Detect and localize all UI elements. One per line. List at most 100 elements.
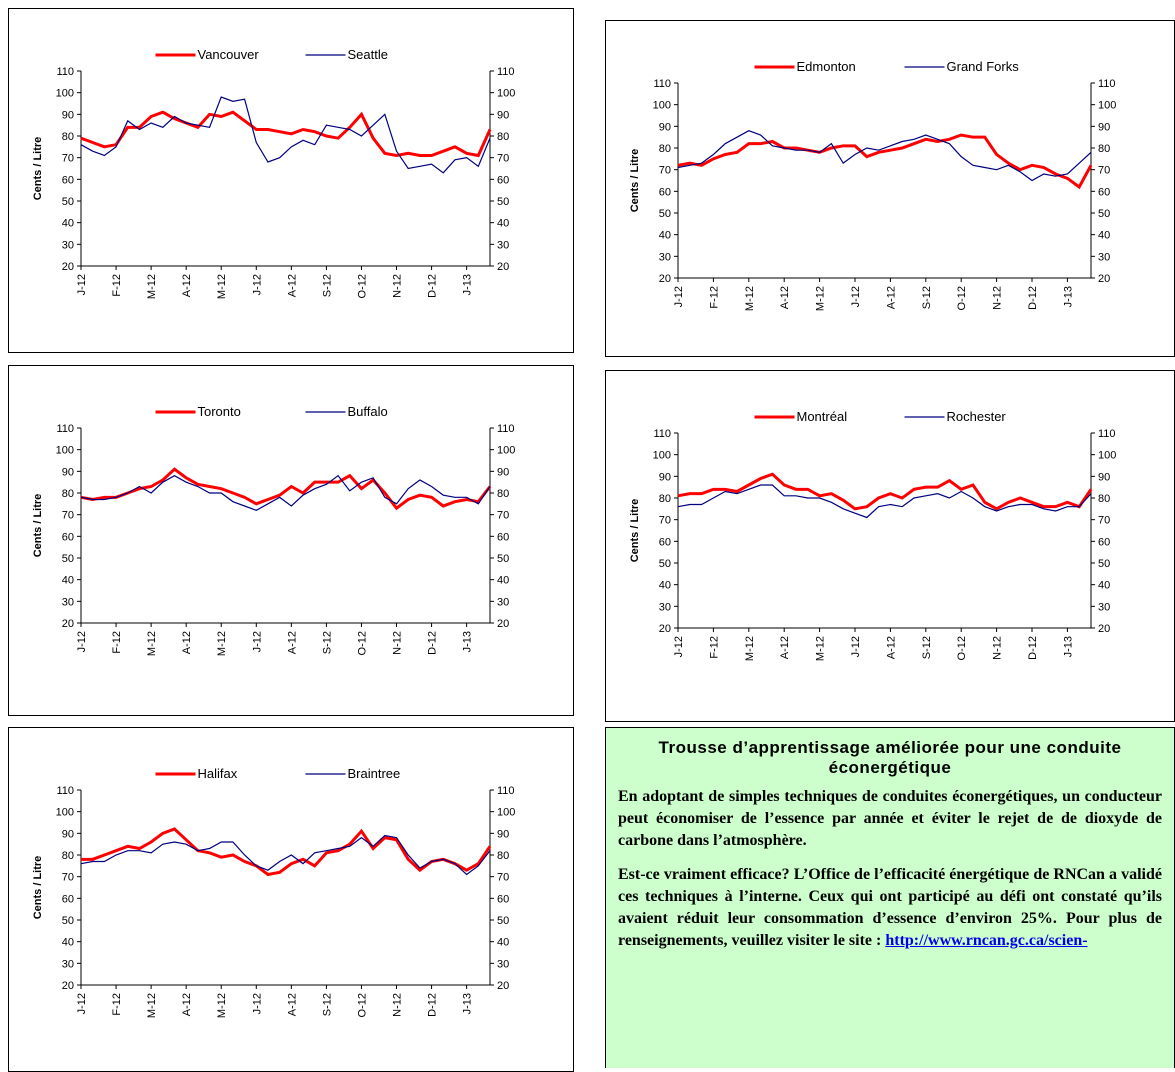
y2-tick-label: 30: [497, 958, 509, 970]
chart-panel: 20 30 40 50 60 70 80 90 100 110 20 30 40 50 60 70 80 90 10…: [8, 727, 574, 1072]
x-tick-label: A-12: [779, 286, 791, 309]
y2-tick-label: 20: [497, 618, 509, 630]
y-tick-label: 30: [62, 239, 74, 251]
y-tick-label: 80: [62, 131, 74, 143]
y2-tick-label: 50: [1098, 558, 1110, 570]
x-tick-label: M-12: [216, 993, 228, 1018]
x-tick-label: S-12: [921, 286, 933, 309]
y2-tick-label: 110: [1098, 428, 1116, 440]
y-tick-label: 100: [56, 88, 74, 100]
y2-tick-label: 80: [497, 850, 509, 862]
y2-tick-label: 60: [497, 531, 509, 543]
x-tick-label: N-12: [392, 993, 404, 1017]
y-axis-label: Cents / Litre: [629, 149, 641, 213]
y-tick-label: 40: [659, 230, 671, 242]
y-tick-label: 20: [659, 623, 671, 635]
x-tick-label: A-12: [181, 274, 193, 297]
y2-tick-label: 40: [497, 218, 509, 230]
y2-tick-label: 100: [497, 445, 515, 457]
y2-tick-label: 50: [497, 915, 509, 927]
x-tick-label: J-12: [251, 993, 263, 1014]
x-tick-label: A-12: [286, 993, 298, 1016]
y-tick-label: 90: [659, 471, 671, 483]
x-tick-label: M-12: [744, 286, 756, 311]
y-tick-label: 60: [659, 186, 671, 198]
y-tick-label: 90: [62, 466, 74, 478]
y2-tick-label: 90: [1098, 121, 1110, 133]
y-tick-label: 70: [659, 515, 671, 527]
legend-label: Seattle: [348, 47, 388, 62]
y2-tick-label: 100: [497, 88, 515, 100]
y2-tick-label: 60: [1098, 536, 1110, 548]
x-tick-label: O-12: [956, 636, 968, 660]
y2-tick-label: 20: [497, 261, 509, 273]
x-tick-label: N-12: [992, 636, 1004, 660]
x-tick-label: M-12: [146, 274, 158, 299]
x-tick-label: S-12: [321, 274, 333, 297]
y-tick-label: 110: [56, 785, 74, 797]
y-tick-label: 80: [62, 850, 74, 862]
info-link[interactable]: http://www.rncan.gc.ca/scien-: [885, 932, 1088, 949]
x-tick-label: J-13: [462, 993, 474, 1014]
y-tick-label: 40: [62, 575, 74, 587]
y-tick-label: 40: [62, 218, 74, 230]
x-tick-label: A-12: [181, 631, 193, 654]
legend-label: Braintree: [348, 766, 401, 781]
x-tick-label: M-12: [815, 286, 827, 311]
x-tick-label: D-12: [1027, 286, 1039, 310]
y2-tick-label: 20: [497, 980, 509, 992]
y-tick-label: 60: [62, 531, 74, 543]
legend-label: Edmonton: [797, 59, 856, 74]
y-tick-label: 70: [62, 153, 74, 165]
x-tick-label: F-12: [708, 636, 720, 659]
x-tick-label: M-12: [146, 631, 158, 656]
y2-tick-label: 70: [497, 872, 509, 884]
y2-tick-label: 20: [1098, 273, 1110, 285]
x-tick-label: J-12: [850, 286, 862, 307]
y2-tick-label: 30: [497, 596, 509, 608]
y2-tick-label: 90: [497, 466, 509, 478]
y2-tick-label: 110: [497, 66, 515, 78]
y-tick-label: 40: [62, 937, 74, 949]
y2-tick-label: 40: [497, 937, 509, 949]
x-tick-label: A-12: [779, 636, 791, 659]
y2-tick-label: 40: [1098, 580, 1110, 592]
y2-tick-label: 110: [1098, 78, 1116, 90]
legend-label: Rochester: [947, 409, 1007, 424]
y2-tick-label: 60: [497, 893, 509, 905]
legend-label: Buffalo: [348, 404, 388, 419]
x-tick-label: M-12: [815, 636, 827, 661]
y2-tick-label: 30: [497, 239, 509, 251]
series-line: [677, 484, 1092, 519]
x-tick-label: M-12: [216, 631, 228, 656]
x-tick-label: A-12: [286, 631, 298, 654]
x-tick-label: D-12: [427, 274, 439, 298]
y-tick-label: 50: [62, 196, 74, 208]
x-tick-label: J-12: [673, 286, 685, 307]
y2-tick-label: 60: [1098, 186, 1110, 198]
y2-tick-label: 110: [497, 785, 515, 797]
y-tick-label: 110: [653, 428, 671, 440]
y2-tick-label: 70: [497, 153, 509, 165]
y2-tick-label: 70: [1098, 515, 1110, 527]
y-tick-label: 20: [62, 261, 74, 273]
series-line: [677, 130, 1092, 182]
y2-tick-label: 90: [497, 828, 509, 840]
y-tick-label: 80: [659, 493, 671, 505]
y-tick-label: 20: [62, 980, 74, 992]
series-line: [80, 474, 491, 511]
y-tick-label: 90: [62, 828, 74, 840]
y-axis-label: Cents / Litre: [32, 137, 44, 201]
y-tick-label: 20: [62, 618, 74, 630]
info-paragraph: Est-ce vraiment efficace? L’Office de l’…: [618, 864, 1162, 952]
y-tick-label: 20: [659, 273, 671, 285]
x-tick-label: M-12: [216, 274, 228, 299]
chart-panel: 20 30 40 50 60 70 80 90 100 110 20 30 40 50 60 70 80 90 10…: [8, 365, 574, 716]
series-line: [80, 467, 492, 511]
x-tick-label: F-12: [708, 286, 720, 309]
chart-panel: 20 30 40 50 60 70 80 90 100 110 20 30 40 50 60 70 80 90 10…: [605, 370, 1175, 722]
y2-tick-label: 80: [497, 488, 509, 500]
x-tick-label: S-12: [321, 631, 333, 654]
x-tick-label: M-12: [146, 993, 158, 1018]
x-tick-label: J-12: [850, 636, 862, 657]
